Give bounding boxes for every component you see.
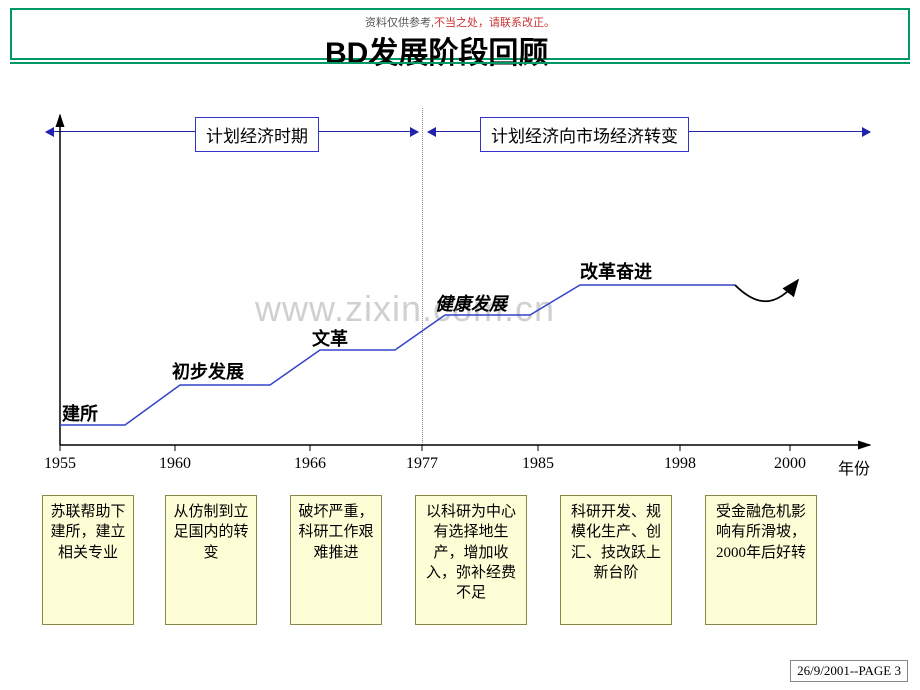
year-label: 1977 xyxy=(406,455,438,473)
stage-description: 破坏严重，科研工作艰难推进 xyxy=(290,495,382,625)
watermark: www.zixin.com.cn xyxy=(255,288,555,330)
stage-description: 受金融危机影响有所滑坡，2000年后好转 xyxy=(705,495,817,625)
stage-label: 健康发展 xyxy=(435,290,507,316)
period-box-transition: 计划经济向市场经济转变 xyxy=(480,117,689,152)
stage-description: 从仿制到立足国内的转变 xyxy=(165,495,257,625)
stage-description: 苏联帮助下建所，建立相关专业 xyxy=(42,495,134,625)
period-label: 计划经济时期 xyxy=(206,127,308,146)
year-label: 1985 xyxy=(522,455,554,473)
title-underline xyxy=(10,62,910,64)
stage-label: 建所 xyxy=(62,400,98,426)
year-label: 2000 xyxy=(774,455,806,473)
year-label: 1966 xyxy=(294,455,326,473)
year-label: 1960 xyxy=(159,455,191,473)
year-label: 1998 xyxy=(664,455,696,473)
year-label: 1955 xyxy=(44,455,76,473)
stage-label: 文革 xyxy=(312,325,348,351)
page-title: BD发展阶段回顾 xyxy=(325,28,548,72)
period-box-planned: 计划经济时期 xyxy=(195,117,319,152)
stage-description: 以科研为中心有选择地生产，增加收入，弥补经费不足 xyxy=(415,495,527,625)
footer-pager: 26/9/2001--PAGE 3 xyxy=(790,660,908,682)
period-label: 计划经济向市场经济转变 xyxy=(491,127,678,146)
era-divider xyxy=(422,108,423,445)
x-axis-label: 年份 xyxy=(838,455,870,479)
stage-description: 科研开发、规模化生产、创汇、技改跃上新台阶 xyxy=(560,495,672,625)
stage-label: 改革奋进 xyxy=(580,258,652,284)
stage-label: 初步发展 xyxy=(172,358,244,384)
